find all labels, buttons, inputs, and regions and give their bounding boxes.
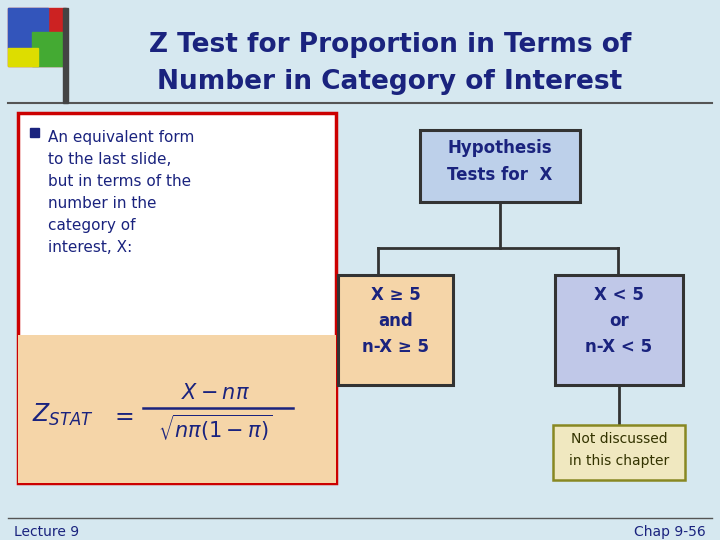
Text: An equivalent form: An equivalent form (48, 130, 194, 145)
Text: n-X < 5: n-X < 5 (585, 338, 652, 356)
Text: $Z_{STAT}$: $Z_{STAT}$ (32, 402, 94, 428)
Text: Number in Category of Interest: Number in Category of Interest (158, 69, 623, 95)
Text: X < 5: X < 5 (594, 286, 644, 304)
Text: Lecture 9: Lecture 9 (14, 525, 79, 539)
Text: category of: category of (48, 218, 135, 233)
FancyBboxPatch shape (553, 425, 685, 480)
Bar (8, 8, 48, 48)
Text: Not discussed: Not discussed (571, 432, 667, 446)
Text: interest, X:: interest, X: (48, 240, 132, 255)
Bar (8, 48, 38, 66)
Bar (8, 8, 66, 66)
Bar (30, 128, 39, 137)
Text: to the last slide,: to the last slide, (48, 152, 171, 167)
Text: X ≥ 5: X ≥ 5 (371, 286, 420, 304)
Text: Tests for  X: Tests for X (447, 166, 553, 184)
FancyBboxPatch shape (18, 113, 336, 483)
Text: Hypothesis: Hypothesis (448, 139, 552, 157)
Text: $\sqrt{n\pi(1-\pi)}$: $\sqrt{n\pi(1-\pi)}$ (158, 413, 272, 443)
FancyBboxPatch shape (338, 275, 453, 385)
Text: $X - n\pi$: $X - n\pi$ (181, 383, 249, 403)
Bar (32, 32, 66, 66)
Text: $=$: $=$ (110, 403, 134, 427)
Text: but in terms of the: but in terms of the (48, 174, 191, 189)
Text: Z Test for Proportion in Terms of: Z Test for Proportion in Terms of (149, 32, 631, 58)
Text: number in the: number in the (48, 196, 156, 211)
FancyBboxPatch shape (18, 335, 336, 483)
Text: n-X ≥ 5: n-X ≥ 5 (362, 338, 429, 356)
FancyBboxPatch shape (420, 130, 580, 202)
Text: or: or (609, 312, 629, 330)
Text: Chap 9-56: Chap 9-56 (634, 525, 706, 539)
Bar (63, 8, 68, 103)
Text: and: and (378, 312, 413, 330)
FancyBboxPatch shape (555, 275, 683, 385)
Text: in this chapter: in this chapter (569, 454, 669, 468)
